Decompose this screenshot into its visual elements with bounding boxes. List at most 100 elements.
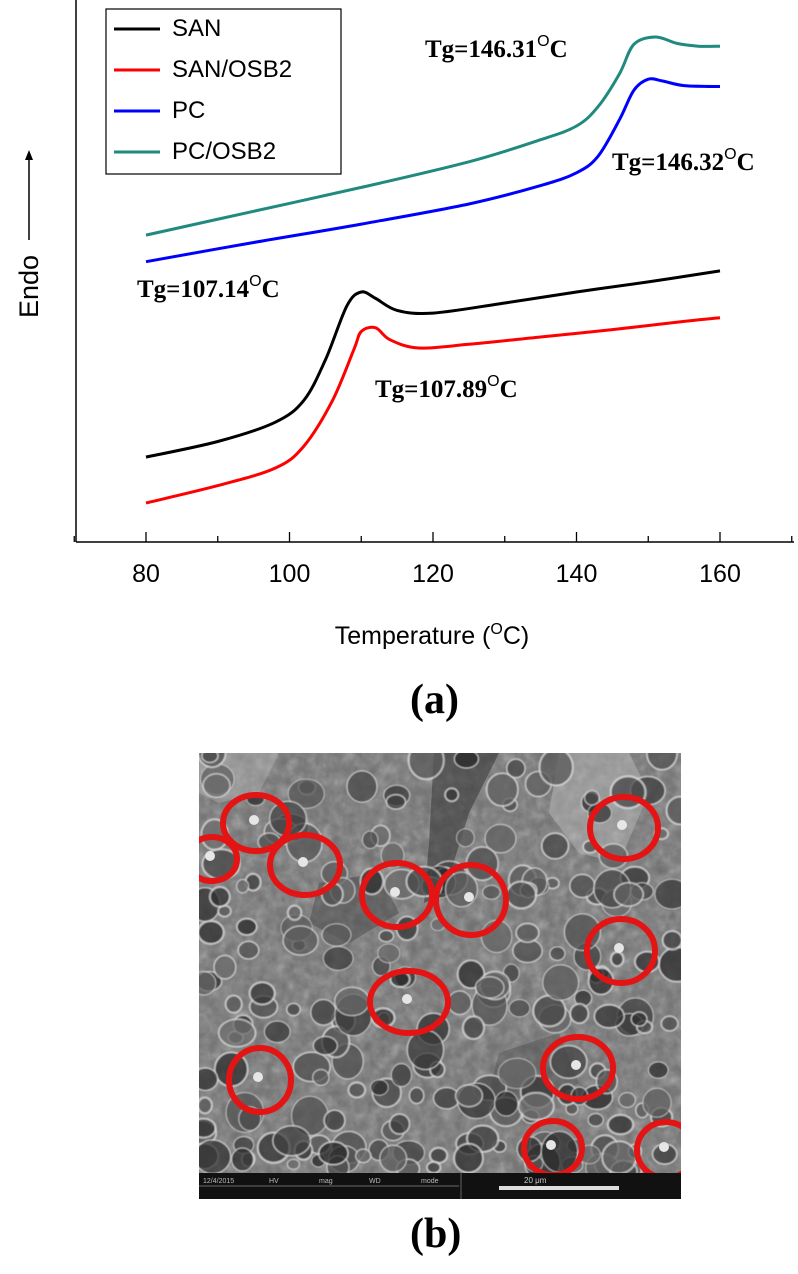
sem-cell [388,1113,411,1135]
sem-cell [199,1067,219,1092]
highlight-circle [199,834,240,884]
sem-cell [447,990,473,1016]
sem-cell [285,1002,302,1017]
sem-cell [379,1144,408,1173]
sem-cell [248,981,276,1006]
sem-particle [402,994,412,1004]
sem-cell [609,950,625,968]
sem-cell [645,753,679,771]
sem-cell [642,1087,672,1118]
sem-cell [333,986,370,1017]
sem-cell [282,925,319,956]
sem-cell [474,976,505,999]
sem-cell [517,1091,555,1121]
sem-cell [540,832,570,860]
sem-cell [377,943,401,964]
annotation-pc-osb2-tg: Tg=146.31OC [425,33,568,63]
sem-particle [298,857,308,867]
highlight-circle [433,862,509,938]
sem-cell [370,1079,389,1096]
sem-cell [346,770,378,803]
sem-cell [613,881,645,908]
highlight-circle [267,832,343,898]
sem-cell [312,1068,330,1087]
sem-cell [390,1063,413,1088]
panel-a-label: (a) [410,677,459,723]
sem-cell [287,778,325,809]
sem-cell [444,787,460,803]
sem-cell [461,1015,486,1041]
tg-annotations: Tg=146.31OC Tg=146.32OC Tg=107.14OC Tg=1… [137,33,755,403]
sem-cell [310,998,337,1026]
sem-cell [235,917,258,936]
sem-cell [542,964,580,1001]
sem-cell [538,753,574,787]
sem-cell [317,1140,349,1166]
highlight-circle [367,968,451,1036]
sem-cell [199,1117,217,1139]
sem-cell [661,929,681,951]
sem-cell [482,884,501,900]
sem-particle [659,1142,669,1152]
sem-particle [253,1072,263,1082]
sem-cell [660,1015,679,1032]
sem-cell [202,773,231,799]
sem-scale-label: 20 μm [524,1176,547,1185]
sem-cell [515,922,540,944]
sem-cell [618,1091,637,1109]
sem-cell [647,1061,669,1079]
sem-cell [322,945,354,971]
legend-label: PC [172,97,205,124]
y-axis-arrowhead [25,150,33,160]
sem-particle [464,892,474,902]
sem-cell [508,998,531,1018]
chart-series [145,35,721,505]
sem-cell [497,1057,537,1089]
sem-cell [224,994,243,1014]
sem-info-cell: WD [369,1178,381,1185]
sem-cell [235,878,250,894]
legend: SAN SAN/OSB2 PC PC/OSB2 [105,8,342,175]
sem-cell [484,823,517,854]
dsc-chart: 80 100 120 140 160 Endo Temperature (OC) SAN… [14,0,794,650]
sem-cell [665,795,681,826]
sem-cell [230,1147,255,1172]
sem-micrograph: 12/4/2015 HV mag WD mode 20 μm [199,753,681,1199]
series-line-pc [145,77,721,264]
sem-cell [407,753,445,781]
sem-cell [454,1083,484,1108]
sem-info-cell: mode [421,1178,439,1185]
sem-info-cell: 12/4/2015 [203,1178,234,1185]
sem-cell [568,873,596,899]
series-line-pc-osb2 [145,35,721,237]
sem-cell [485,772,520,807]
series-line-san-osb2 [145,316,721,505]
sem-cell [199,919,225,946]
sem-cell [199,1096,214,1115]
sem-cell [408,1086,425,1105]
sem-particle [390,887,400,897]
sem-cell [455,828,475,848]
x-axis-label: Temperature (OC) [335,621,529,650]
sem-particle [546,1140,556,1150]
sem-particle [205,851,215,861]
sem-cell [237,940,260,960]
sem-cell [406,1029,445,1071]
sem-cell [452,1142,485,1174]
series-line-san [145,269,721,459]
sem-cell [587,1112,604,1127]
sem-cell [505,758,526,779]
sem-cell [354,1148,372,1164]
sem-cell [361,830,379,850]
sem-cell [549,946,566,962]
highlight-circle [226,1045,294,1115]
sem-cell [217,1018,257,1048]
y-axis-label-group: Endo [14,150,44,318]
sem-cell [569,1002,590,1025]
sem-particle [249,815,259,825]
sem-cell [584,789,601,806]
sem-cell [213,954,237,980]
sem-info-cell: mag [319,1178,333,1185]
sem-cell [601,1140,638,1175]
x-tick-label: 160 [699,560,741,588]
